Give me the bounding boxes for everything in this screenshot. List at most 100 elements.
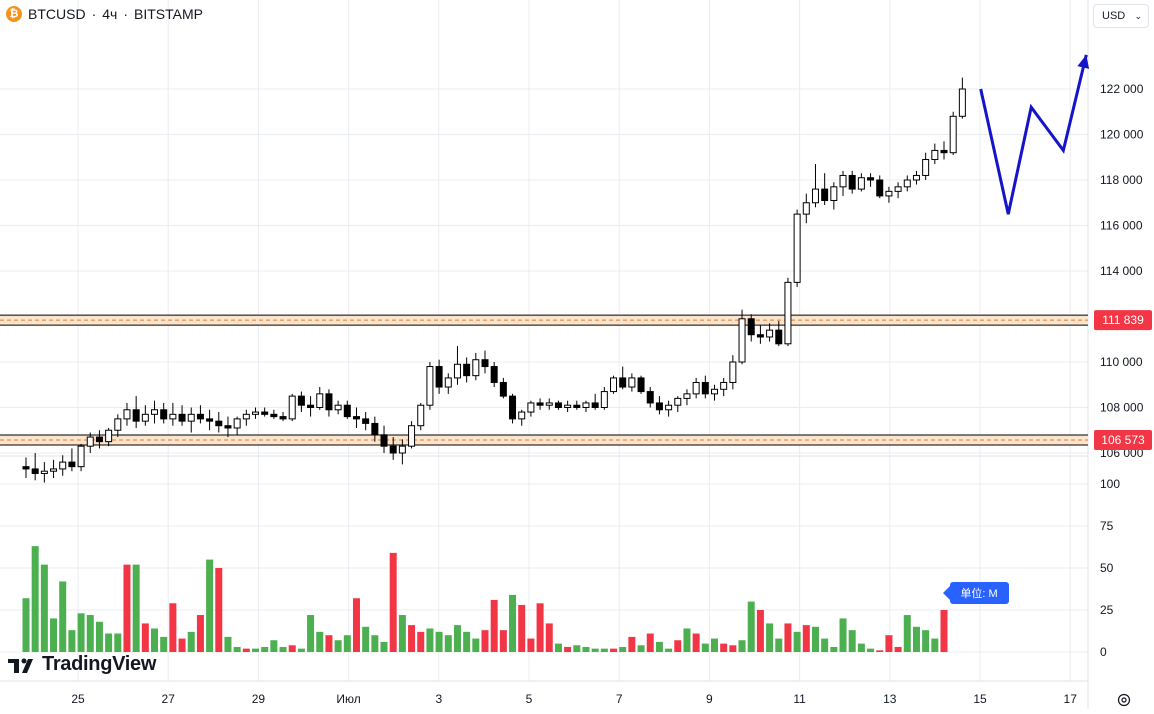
volume-bar-down (536, 603, 544, 652)
volume-bar-up (738, 640, 746, 652)
volume-bar-down (729, 645, 737, 652)
volume-bar-down (215, 568, 223, 652)
candle-body-down (215, 420, 223, 427)
volume-bar-up (472, 638, 480, 652)
volume-bar-down (518, 604, 526, 652)
volume-bar-up (903, 615, 911, 652)
candle-body-down (206, 418, 214, 422)
volume-bar-down (288, 645, 296, 652)
candle-body-up (398, 445, 406, 454)
volume-bar-up (665, 648, 673, 652)
candle-body-up (233, 418, 241, 429)
volume-bar-down (802, 625, 810, 652)
candle-body-down (22, 466, 30, 470)
symbol-header[interactable]: ₿ BTCUSD · 4ч · BITSTAMP (6, 6, 203, 22)
candle-body-up (839, 174, 847, 188)
volume-bar-up (86, 615, 94, 652)
candle-body-up (527, 402, 535, 413)
candle-body-up (600, 391, 608, 409)
volume-bar-up (857, 643, 865, 652)
candle-body-up (811, 188, 819, 204)
x-tick-label: 11 (793, 692, 806, 706)
candle-body-up (582, 402, 590, 409)
volume-bar-up (655, 641, 663, 652)
tradingview-logo[interactable]: TradingView (8, 653, 156, 676)
volume-bar-down (141, 623, 149, 652)
candle-body-down (619, 377, 627, 388)
candle-body-up (453, 363, 461, 379)
volume-bar-down (417, 631, 425, 652)
price-axis-label: 120 000 (1100, 128, 1144, 142)
candle-body-down (747, 318, 755, 336)
candle-body-down (821, 188, 829, 201)
candle-body-up (830, 186, 838, 201)
candle-body-down (490, 366, 498, 383)
candle-body-up (114, 418, 122, 431)
candle-body-down (132, 409, 140, 422)
volume-bar-down (756, 610, 764, 652)
volume-bar-up (766, 623, 774, 652)
candle-body-up (252, 411, 259, 415)
candle-body-up (545, 402, 553, 406)
forecast-line (979, 54, 1088, 215)
candle-body-up (912, 174, 920, 181)
volume-bar-up (224, 636, 232, 652)
volume-unit-label: 单位: M (960, 586, 997, 600)
volume-bar-up (307, 615, 315, 652)
currency-select[interactable]: USD ⌄ (1093, 4, 1149, 28)
volume-bar-up (683, 628, 691, 652)
candle-body-down (371, 422, 379, 436)
volume-bar-down (490, 599, 498, 652)
settings-icon[interactable] (1116, 692, 1132, 708)
candle-body-up (105, 429, 113, 443)
candle-body-up (628, 377, 636, 388)
candle-body-down (463, 363, 471, 377)
candle-body-up (793, 213, 801, 283)
volume-bar-down (674, 640, 682, 652)
forecast-arrowhead (1077, 54, 1090, 69)
volume-bar-up (931, 638, 939, 652)
candle-body-up (903, 179, 911, 188)
volume-bar-up (793, 631, 801, 652)
volume-bar-down (169, 603, 177, 652)
volume-bar-up (591, 648, 599, 652)
volume-bar-down (178, 638, 186, 652)
volume-bar-down (876, 650, 884, 652)
candle-body-up (169, 413, 177, 420)
candle-body-up (958, 88, 966, 117)
volume-axis-label: 25 (1100, 603, 1114, 617)
candle-body-up (187, 413, 195, 422)
volume-bar-up (600, 648, 608, 652)
volume-bar-up (848, 630, 856, 652)
candle-body-up (316, 393, 324, 409)
volume-bar-up (811, 626, 819, 652)
x-tick-label: 9 (706, 692, 713, 706)
candle-body-up (683, 393, 691, 399)
volume-bar-down (123, 564, 131, 652)
volume-bar-up (279, 646, 287, 652)
x-tick-label: Июл (336, 692, 360, 706)
candle-body-down (536, 402, 544, 406)
candle-body-up (931, 149, 939, 161)
volume-bar-up (261, 646, 269, 652)
volume-bar-up (867, 648, 875, 652)
unit-badge-pointer (943, 585, 951, 601)
level-price-tag (1094, 310, 1152, 331)
level-zone (0, 315, 1088, 326)
volume-bar-up (554, 643, 562, 652)
candle-body-up (141, 413, 149, 422)
volume-bar-up (922, 630, 930, 652)
candle-body-up (784, 281, 792, 345)
candle-body-down (224, 425, 232, 429)
price-axis-label: 114 000 (1100, 264, 1143, 278)
candle-body-down (701, 381, 709, 395)
x-tick-label: 17 (1064, 692, 1078, 706)
volume-bar-up (747, 601, 755, 652)
candle-body-down (876, 179, 884, 197)
volume-bar-down (940, 610, 948, 652)
volume-bar-up (132, 564, 140, 652)
candle-body-up (894, 186, 902, 192)
candle-body-up (151, 409, 159, 415)
